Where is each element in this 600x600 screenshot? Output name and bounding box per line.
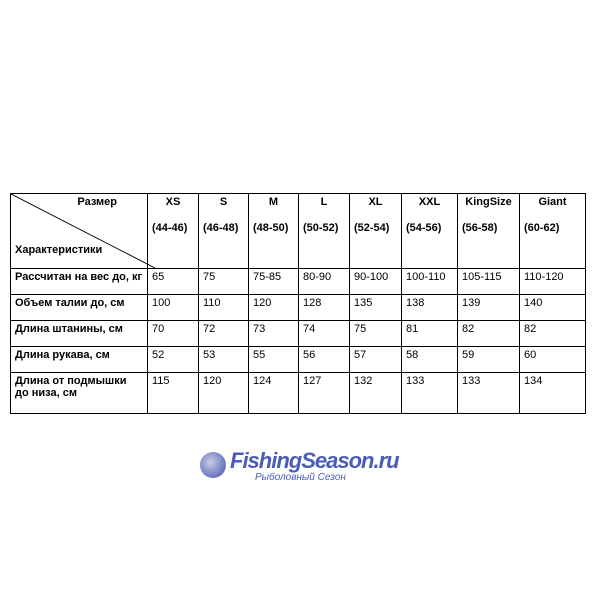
- table-cell: 110-120: [519, 268, 586, 295]
- size-label: M: [268, 196, 279, 208]
- watermark-logo: FishingSeason.ru Рыболовный Сезон: [200, 448, 420, 490]
- table-cell: 55: [248, 346, 299, 373]
- row-label: Объем талии до, см: [10, 294, 148, 321]
- size-range: (46-48): [203, 222, 239, 234]
- size-header-l: L (50-52): [298, 193, 350, 269]
- table-cell: 70: [147, 320, 199, 347]
- size-header-s: S (46-48): [198, 193, 249, 269]
- table-cell: 75-85: [248, 268, 299, 295]
- header-row: Размер Характеристики XS (44-46) S (46-48) M…: [10, 193, 586, 269]
- watermark-title: FishingSeason.ru: [230, 448, 400, 473]
- table-cell: 57: [349, 346, 402, 373]
- corner-characteristics-label: Характеристики: [15, 244, 103, 256]
- table-row: Рассчитан на вес до, кг 65 75 75-85 80-90 90-…: [10, 268, 586, 295]
- size-label: KingSize: [465, 196, 512, 208]
- table-cell: 100-110: [401, 268, 458, 295]
- size-table: Размер Характеристики XS (44-46) S (46-48) M…: [10, 193, 586, 414]
- table-cell: 52: [147, 346, 199, 373]
- table-cell: 60: [519, 346, 586, 373]
- table-cell: 80-90: [298, 268, 350, 295]
- size-header-giant: Giant (60-62): [519, 193, 586, 269]
- table-cell: 65: [147, 268, 199, 295]
- row-label: Длина рукава, см: [10, 346, 148, 373]
- table-cell: 133: [457, 372, 520, 414]
- table-cell: 128: [298, 294, 350, 321]
- size-label: S: [219, 196, 228, 208]
- table-cell: 74: [298, 320, 350, 347]
- table-cell: 53: [198, 346, 249, 373]
- size-header-m: M (48-50): [248, 193, 299, 269]
- table-cell: 72: [198, 320, 249, 347]
- table-cell: 75: [198, 268, 249, 295]
- watermark-subtitle: Рыболовный Сезон: [255, 472, 346, 483]
- table-cell: 100: [147, 294, 199, 321]
- size-header-xxl: XXL (54-56): [401, 193, 458, 269]
- table-cell: 132: [349, 372, 402, 414]
- table-cell: 81: [401, 320, 458, 347]
- table-cell: 120: [248, 294, 299, 321]
- table-cell: 90-100: [349, 268, 402, 295]
- table-cell: 82: [457, 320, 520, 347]
- table-cell: 120: [198, 372, 249, 414]
- diagonal-line: [11, 194, 155, 268]
- table-cell: 124: [248, 372, 299, 414]
- table-cell: 115: [147, 372, 199, 414]
- size-header-xl: XL (52-54): [349, 193, 402, 269]
- table-row: Длина от подмышки до низа, см 115 120 124 12…: [10, 372, 586, 414]
- table-cell: 105-115: [457, 268, 520, 295]
- table-row: Длина рукава, см 52 53 55 56 57 58 59 60: [10, 346, 586, 373]
- table-cell: 73: [248, 320, 299, 347]
- table-cell: 59: [457, 346, 520, 373]
- size-range: (44-46): [152, 222, 188, 234]
- table-cell: 139: [457, 294, 520, 321]
- table-cell: 135: [349, 294, 402, 321]
- size-label: Giant: [538, 196, 567, 208]
- row-label: Длина от подмышки до низа, см: [10, 372, 148, 414]
- table-cell: 75: [349, 320, 402, 347]
- size-range: (52-54): [354, 222, 390, 234]
- size-label: XL: [368, 196, 383, 208]
- globe-icon: [200, 452, 226, 478]
- table-cell: 110: [198, 294, 249, 321]
- table-cell: 138: [401, 294, 458, 321]
- size-header-xs: XS (44-46): [147, 193, 199, 269]
- size-label: XXL: [418, 196, 441, 208]
- table-cell: 134: [519, 372, 586, 414]
- corner-size-label: Размер: [77, 196, 117, 208]
- table-row: Длина штанины, см 70 72 73 74 75 81 82 82: [10, 320, 586, 347]
- size-label: L: [320, 196, 328, 208]
- corner-cell: Размер Характеристики: [10, 193, 155, 269]
- table-cell: 58: [401, 346, 458, 373]
- table-row: Объем талии до, см 100 110 120 128 135 138 139 1…: [10, 294, 586, 321]
- size-header-kingsize: KingSize (56-58): [457, 193, 520, 269]
- table-cell: 56: [298, 346, 350, 373]
- row-label: Рассчитан на вес до, кг: [10, 268, 148, 295]
- size-range: (54-56): [406, 222, 442, 234]
- row-label: Длина штанины, см: [10, 320, 148, 347]
- table-cell: 127: [298, 372, 350, 414]
- size-range: (56-58): [462, 222, 498, 234]
- size-range: (50-52): [303, 222, 339, 234]
- size-range: (60-62): [524, 222, 560, 234]
- size-label: XS: [165, 196, 181, 208]
- table-cell: 82: [519, 320, 586, 347]
- size-range: (48-50): [253, 222, 289, 234]
- table-cell: 133: [401, 372, 458, 414]
- table-cell: 140: [519, 294, 586, 321]
